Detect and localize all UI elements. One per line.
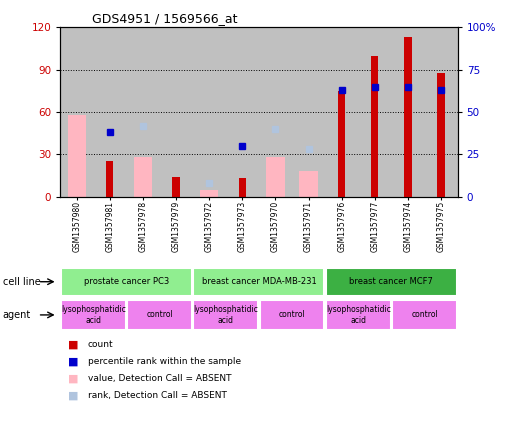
Bar [437, 73, 445, 197]
Text: lysophosphatidic
acid: lysophosphatidic acid [61, 305, 126, 324]
Text: control: control [279, 310, 305, 319]
Text: ■: ■ [68, 390, 78, 401]
Bar [326, 300, 391, 330]
Bar [238, 179, 246, 197]
Bar [226, 27, 259, 197]
Bar [173, 177, 180, 197]
Bar [300, 171, 317, 197]
Bar [325, 27, 358, 197]
Bar [160, 27, 192, 197]
Text: agent: agent [3, 310, 31, 320]
Bar [259, 27, 292, 197]
Bar [192, 27, 226, 197]
Text: breast cancer MCF7: breast cancer MCF7 [349, 277, 434, 286]
Bar [127, 27, 160, 197]
Bar [61, 300, 126, 330]
Bar [127, 300, 192, 330]
Bar [425, 27, 458, 197]
Text: cell line: cell line [3, 277, 40, 287]
Text: GDS4951 / 1569566_at: GDS4951 / 1569566_at [92, 12, 237, 25]
Text: ■: ■ [68, 374, 78, 384]
Text: control: control [146, 310, 173, 319]
Bar [266, 157, 285, 197]
Bar [134, 157, 152, 197]
Bar [404, 37, 412, 197]
Text: rank, Detection Call = ABSENT: rank, Detection Call = ABSENT [88, 391, 227, 400]
Text: ■: ■ [68, 357, 78, 367]
Bar [292, 27, 325, 197]
Bar [371, 56, 379, 197]
Bar [200, 190, 218, 197]
Text: percentile rank within the sample: percentile rank within the sample [88, 357, 241, 366]
Bar [67, 115, 86, 197]
Text: breast cancer MDA-MB-231: breast cancer MDA-MB-231 [201, 277, 316, 286]
Text: ■: ■ [68, 340, 78, 350]
Text: lysophosphatidic
acid: lysophosphatidic acid [194, 305, 258, 324]
Bar [194, 268, 324, 296]
Bar [106, 162, 113, 197]
Bar [391, 27, 425, 197]
Bar [194, 300, 258, 330]
Bar [326, 268, 457, 296]
Bar [93, 27, 127, 197]
Text: count: count [88, 340, 113, 349]
Bar [60, 27, 93, 197]
Bar [358, 27, 391, 197]
Bar [392, 300, 457, 330]
Text: value, Detection Call = ABSENT: value, Detection Call = ABSENT [88, 374, 231, 383]
Bar [259, 300, 324, 330]
Bar [61, 268, 192, 296]
Text: control: control [411, 310, 438, 319]
Text: lysophosphatidic
acid: lysophosphatidic acid [326, 305, 391, 324]
Text: prostate cancer PC3: prostate cancer PC3 [84, 277, 169, 286]
Bar [338, 91, 345, 197]
